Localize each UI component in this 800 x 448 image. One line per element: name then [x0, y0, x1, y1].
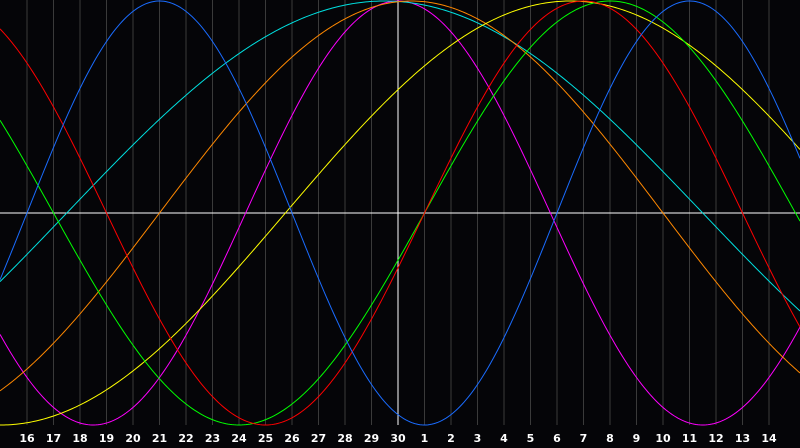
x-tick-label: 9 [633, 432, 641, 445]
x-tick-label: 12 [708, 432, 723, 445]
x-tick-label: 30 [390, 432, 406, 445]
x-tick-label: 8 [606, 432, 614, 445]
x-tick-label: 25 [258, 432, 273, 445]
x-tick-label: 1 [421, 432, 429, 445]
x-tick-label: 13 [735, 432, 750, 445]
series-line-4 [0, 0, 800, 426]
x-tick-label: 6 [553, 432, 561, 445]
x-tick-label: 14 [761, 432, 777, 445]
x-tick-label: 21 [152, 432, 167, 445]
x-tick-label: 10 [655, 432, 671, 445]
x-tick-label: 19 [99, 432, 114, 445]
series-line-3 [0, 0, 800, 392]
x-tick-label: 2 [447, 432, 455, 445]
x-tick-label: 3 [474, 432, 482, 445]
x-tick-labels: 16 17 18 19 20 21 22 23 24 25 26 27 28 29 30 1 2 3 4 5 6 7 8 9 1… [19, 432, 777, 445]
x-tick-label: 22 [178, 432, 193, 445]
x-tick-label: 29 [364, 432, 379, 445]
x-tick-label: 20 [125, 432, 141, 445]
x-tick-label: 27 [311, 432, 326, 445]
x-tick-label: 28 [337, 432, 352, 445]
x-tick-label: 11 [682, 432, 697, 445]
series-line-7 [0, 0, 800, 426]
x-tick-label: 7 [580, 432, 588, 445]
series-line-5 [0, 0, 800, 426]
series-line-6 [0, 0, 800, 426]
x-tick-label: 18 [72, 432, 87, 445]
x-tick-label: 5 [527, 432, 535, 445]
x-tick-label: 16 [19, 432, 35, 445]
x-tick-label: 4 [500, 432, 508, 445]
x-tick-label: 23 [205, 432, 220, 445]
x-tick-label: 17 [46, 432, 61, 445]
x-tick-label: 26 [284, 432, 300, 445]
series-curves [0, 0, 800, 426]
x-tick-label: 24 [231, 432, 247, 445]
